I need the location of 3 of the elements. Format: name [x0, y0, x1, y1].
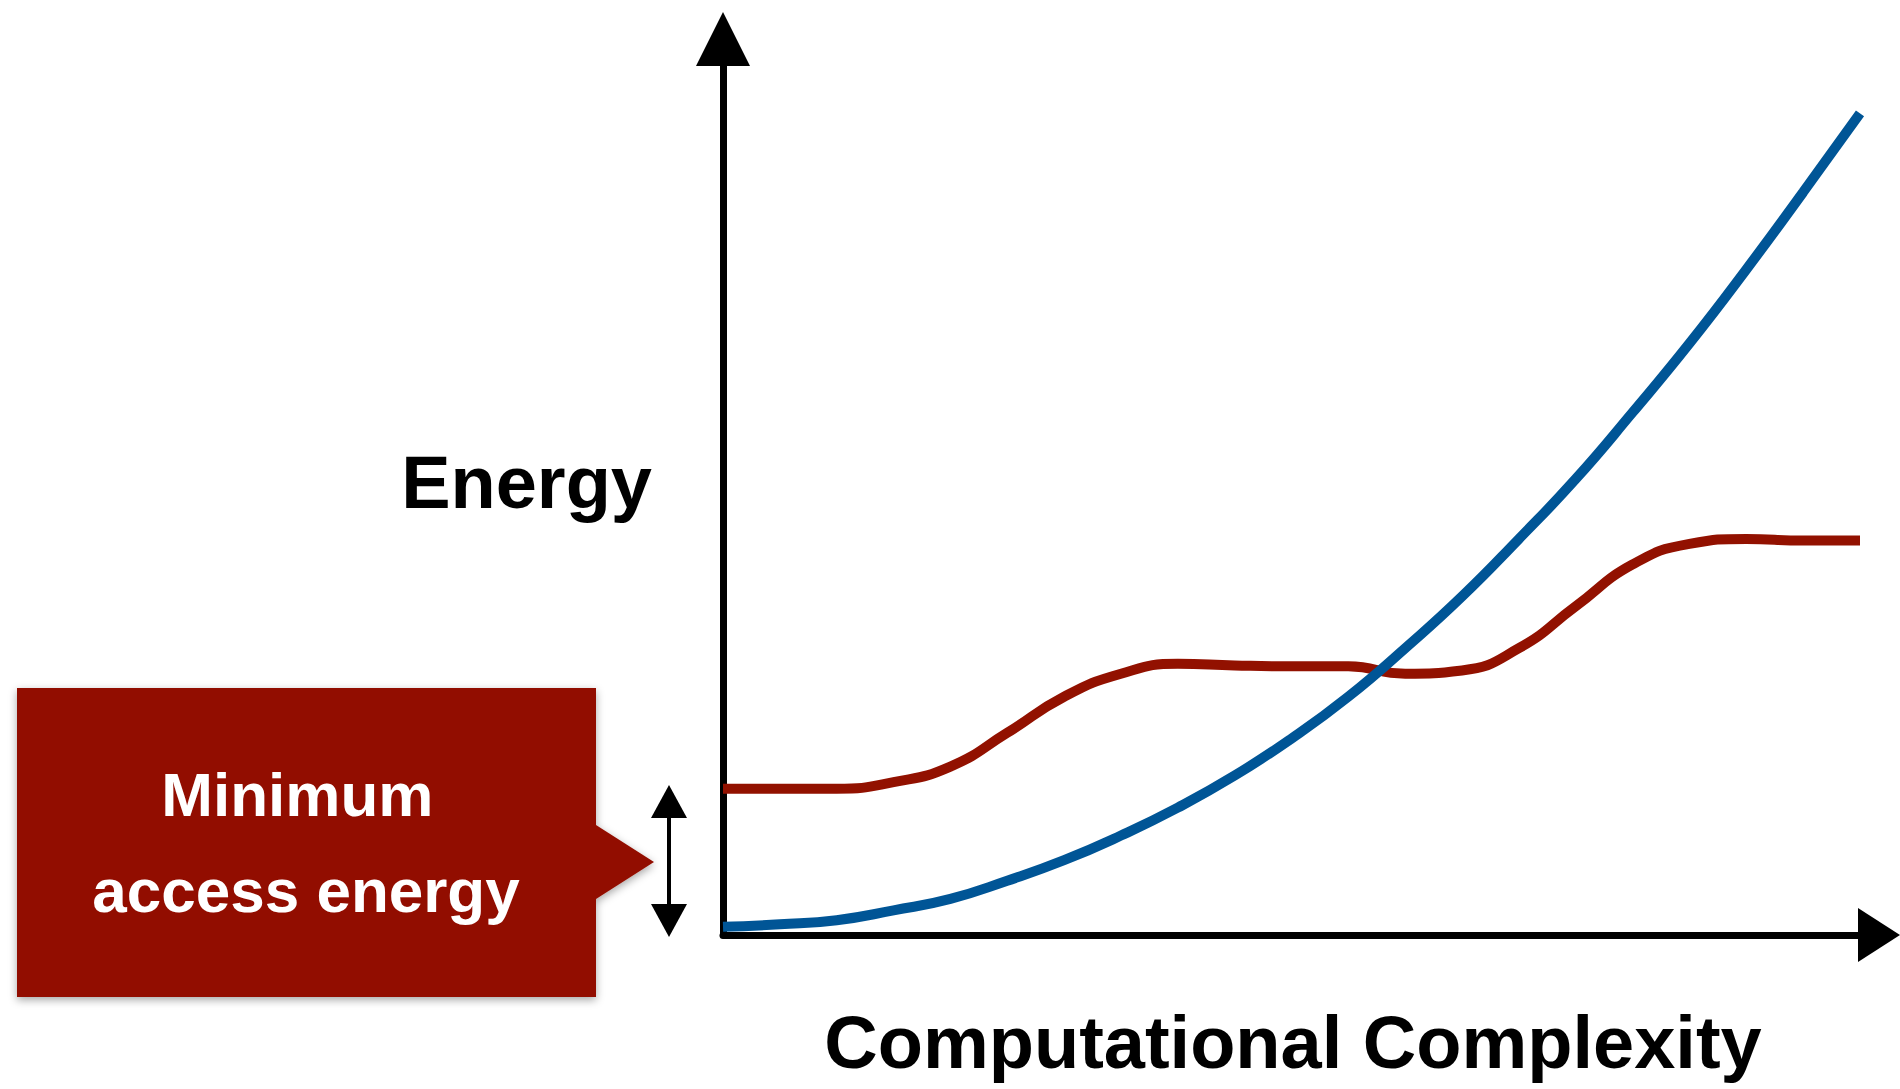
x-axis-title: Computational Complexity — [824, 1000, 1762, 1084]
text: Minimum access energy — [92, 759, 521, 925]
y-axis-title: Energy — [401, 440, 652, 524]
